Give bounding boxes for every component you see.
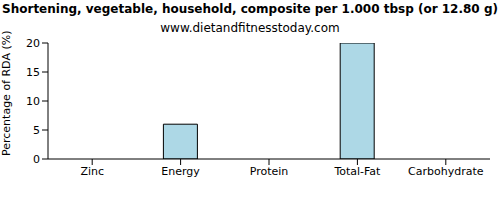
svg-text:0: 0	[33, 153, 40, 166]
svg-text:Zinc: Zinc	[80, 165, 104, 178]
svg-text:10: 10	[26, 95, 40, 108]
html-text:Shortening, vegetable, househo: Shortening, vegetable, household, compos…	[2, 2, 498, 16]
svg-text:Protein: Protein	[250, 165, 289, 178]
svg-text:Total-Fat: Total-Fat	[333, 165, 381, 178]
svg-text:Carbohydrate: Carbohydrate	[408, 165, 484, 178]
svg-text:5: 5	[33, 124, 40, 137]
svg-text:Percentage of RDA (%): Percentage of RDA (%)	[8, 31, 13, 156]
svg-text:20: 20	[26, 37, 40, 50]
svg-text:15: 15	[26, 66, 40, 79]
html-text:www.dietandfitnesstoday.com: www.dietandfitnesstoday.com	[160, 21, 340, 35]
svg-text:Energy: Energy	[161, 165, 200, 178]
